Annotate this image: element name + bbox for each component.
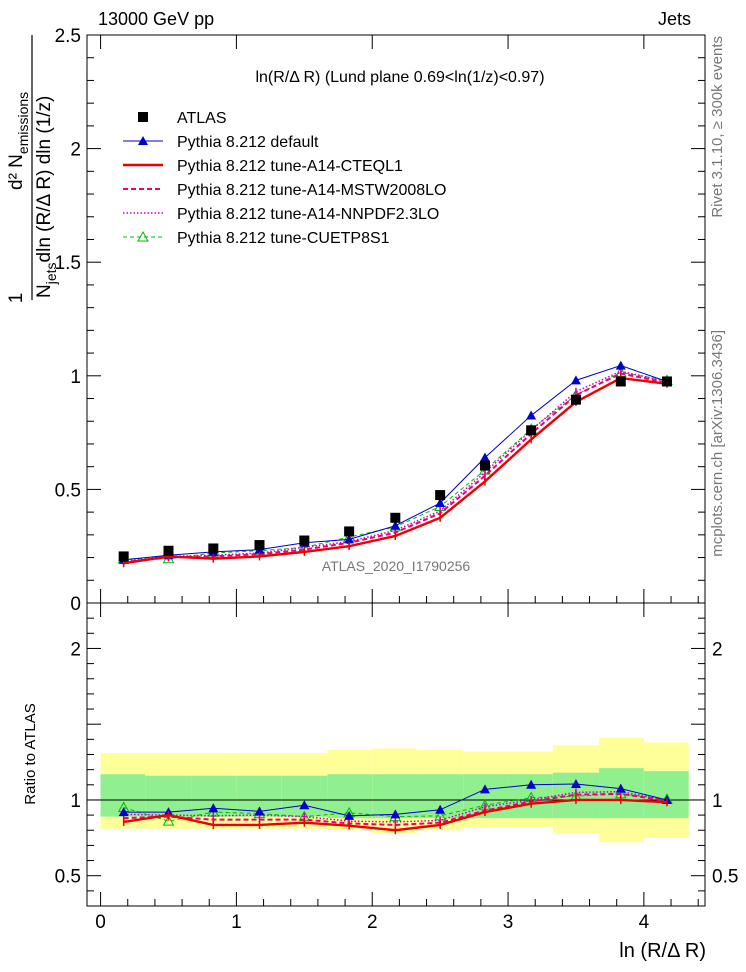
legend-marker-default [138, 136, 148, 145]
ratio-panel: 0.5 0.5 1 1 2 2 Ratio to ATLAS [22, 602, 738, 907]
ratio-point-cuetp [162, 815, 175, 826]
y-label-numerator: d² Nemissions [6, 92, 31, 190]
ratio-band-inner [327, 774, 373, 819]
ratio-y-tick-label: 0.5 [55, 867, 81, 888]
legend-entry-cuetp: Pythia 8.212 tune-CUETP8S1 [123, 230, 390, 247]
y-label-numerator-sub: emissions [15, 92, 31, 154]
legend-label-atlas: ATLAS [177, 110, 227, 127]
legend-entry-atlas: ATLAS [138, 110, 227, 127]
x-axis: 0 1 2 3 4 [95, 596, 699, 933]
x-tick-label: 4 [639, 912, 650, 933]
ratio-y-tick-label: 1 [70, 791, 81, 812]
y-label-denominator-pre: N [34, 284, 55, 298]
legend-label-nnpdf: Pythia 8.212 tune-A14-NNPDF2.3LO [177, 206, 439, 223]
point-default [344, 534, 355, 544]
ratio-series-cteql1 [122, 795, 668, 835]
y-label-denominator: Njetsdln (R/Δ R) dln (1/z) [34, 96, 59, 298]
point-default [479, 452, 490, 462]
point-default [615, 360, 626, 370]
point-atlas [299, 535, 310, 546]
ratio-point-default [479, 784, 490, 794]
legend-marker-atlas [138, 112, 148, 122]
ratio-point-default [208, 803, 219, 813]
ratio-point-default [118, 807, 129, 817]
main-y-axis-label: 1 d² Nemissions Njetsdln (R/Δ R) dln (1/… [6, 35, 59, 303]
ratio-y-tick-label-right: 0.5 [712, 867, 738, 888]
point-atlas [208, 543, 219, 554]
ratio-point-default [254, 806, 265, 816]
ratio-y-label: Ratio to ATLAS [22, 703, 39, 804]
legend-label-default: Pythia 8.212 default [177, 134, 319, 151]
point-default [390, 520, 401, 530]
ratio-y-tick-label-right: 2 [712, 639, 723, 660]
x-axis-label: ln (R/Δ R) [619, 940, 706, 962]
main-y-tick-label: 2.5 [55, 26, 81, 47]
y-label-denominator-post: dln (R/Δ R) dln (1/z) [34, 96, 55, 263]
ratio-y-tick-label: 2 [70, 639, 81, 660]
ratio-band-inner [281, 775, 328, 817]
ratio-point-default [299, 800, 310, 810]
y-label-denominator-sub: jets [43, 262, 59, 285]
x-tick-label: 2 [367, 912, 378, 933]
main-y-tick-label: 2 [70, 140, 81, 161]
ratio-point-default [526, 779, 537, 789]
header-right: Jets [658, 9, 691, 29]
y-label-one: 1 [6, 293, 27, 304]
point-atlas [344, 526, 355, 537]
ratio-series-default [118, 779, 672, 820]
ratio-y-tick-label-right: 1 [712, 791, 723, 812]
point-default [526, 410, 537, 420]
header-left: 13000 GeV pp [98, 9, 214, 29]
x-tick-label: 1 [231, 912, 242, 933]
plot-title: ln(R/Δ R) (Lund plane 0.69<ln(1/z)<0.97) [255, 69, 544, 86]
point-atlas [163, 545, 174, 556]
legend-label-cteql1: Pythia 8.212 tune-A14-CTEQL1 [177, 158, 403, 175]
point-atlas [570, 394, 581, 405]
point-atlas [118, 551, 129, 562]
legend-entry-nnpdf: Pythia 8.212 tune-A14-NNPDF2.3LO [123, 206, 439, 223]
main-y-tick-label: 1 [70, 367, 81, 388]
x-tick-label: 3 [503, 912, 514, 933]
ratio-point-default [435, 804, 446, 814]
analysis-watermark: ATLAS_2020_I1790256 [322, 558, 471, 574]
ratio-y-axis: 0.5 0.5 1 1 2 2 [55, 617, 738, 892]
point-atlas [526, 425, 537, 436]
x-tick-label: 0 [95, 912, 106, 933]
main-y-tick-label: 0 [70, 594, 81, 615]
legend-entry-mstw: Pythia 8.212 tune-A14-MSTW2008LO [123, 182, 446, 199]
point-default [435, 498, 446, 508]
point-atlas [390, 512, 401, 523]
main-y-tick-label: 1.5 [55, 253, 81, 274]
point-atlas [615, 376, 626, 387]
ratio-point-default [344, 810, 355, 820]
legend-label-mstw: Pythia 8.212 tune-A14-MSTW2008LO [177, 182, 446, 199]
point-default [570, 375, 581, 385]
main-panel: 0 0.5 1 1.5 2 2.5 ln(R/Δ R) (Lund plane 0.69<… [55, 26, 706, 615]
point-atlas [435, 490, 446, 501]
ratio-point-default [570, 779, 581, 789]
series-atlas [118, 376, 672, 562]
main-y-axis: 0 0.5 1 1.5 2 2.5 [55, 26, 705, 615]
rivet-label: Rivet 3.1.10, ≥ 300k events [709, 36, 726, 218]
ratio-point-default [615, 783, 626, 793]
point-atlas [254, 540, 265, 551]
mcplots-label: mcplots.cern.ch [arXiv:1306.3436] [709, 330, 726, 557]
legend-label-cuetp: Pythia 8.212 tune-CUETP8S1 [177, 230, 390, 247]
series-cteql1 [122, 374, 668, 568]
legend-entry-default: Pythia 8.212 default [123, 134, 319, 151]
point-atlas [479, 460, 490, 471]
legend-entry-cteql1: Pythia 8.212 tune-A14-CTEQL1 [123, 158, 403, 175]
y-label-numerator-main: d² N [6, 154, 27, 190]
main-y-tick-label: 0.5 [55, 480, 81, 501]
legend-marker-cuetp [137, 230, 149, 242]
legend: ATLAS Pythia 8.212 default Pythia 8.212 tu… [123, 110, 446, 247]
ratio-point-default [390, 809, 401, 819]
point-atlas [661, 376, 672, 387]
